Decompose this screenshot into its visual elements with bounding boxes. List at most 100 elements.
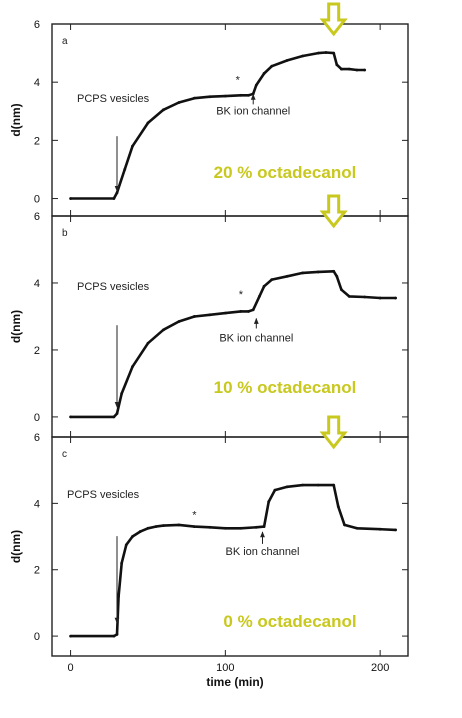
data-point	[254, 83, 258, 87]
data-point	[378, 527, 382, 531]
y-axis-title: d(nm)	[9, 310, 23, 343]
data-point	[335, 274, 339, 278]
data-point	[262, 284, 266, 288]
y-tick-label: 6	[34, 19, 40, 31]
data-point	[177, 320, 181, 323]
annotation-label: PCPS vesicles	[77, 281, 150, 293]
plot-frame	[51, 23, 409, 217]
data-point	[146, 121, 150, 125]
data-point	[208, 313, 212, 317]
octadecanol-label: 0 % octadecanol	[223, 612, 356, 631]
y-tick-label: 2	[34, 135, 40, 147]
down-arrow-icon	[319, 2, 348, 37]
data-point	[355, 68, 359, 72]
panel-letter: b	[62, 228, 68, 239]
octadecanol-label: 20 % octadecanol	[214, 163, 357, 182]
asterisk-mark: *	[239, 289, 244, 301]
data-point	[223, 526, 227, 530]
y-tick-label: 6	[34, 211, 40, 223]
data-point	[162, 328, 165, 332]
data-point	[363, 68, 367, 72]
y-tick-label: 2	[34, 565, 40, 577]
y-tick-label: 4	[34, 498, 40, 510]
annotation-label: BK ion channel	[216, 105, 290, 117]
x-tick-label: 200	[371, 662, 389, 674]
data-point	[162, 108, 165, 112]
data-point	[316, 51, 320, 55]
data-point	[343, 523, 346, 527]
data-point	[332, 483, 336, 487]
data-point	[332, 51, 336, 55]
down-arrow-icon	[319, 415, 348, 450]
data-point	[123, 168, 127, 171]
data-point	[285, 274, 289, 278]
data-point	[112, 634, 116, 638]
data-point	[301, 483, 305, 487]
data-point	[112, 415, 116, 419]
data-point	[247, 310, 250, 313]
data-point	[270, 64, 274, 68]
data-point	[355, 526, 359, 530]
data-point	[177, 101, 181, 104]
data-point	[115, 191, 119, 195]
y-tick-label: 2	[34, 345, 40, 357]
y-tick-label: 0	[34, 412, 40, 424]
data-point	[270, 278, 274, 282]
down-arrow-icon	[319, 194, 348, 229]
data-point	[69, 197, 72, 200]
y-tick-label: 6	[34, 432, 40, 444]
data-point	[324, 51, 328, 54]
annotation-label: BK ion channel	[219, 332, 293, 344]
data-point	[208, 525, 212, 529]
panel-letter: c	[62, 449, 67, 460]
data-point	[262, 72, 266, 75]
data-point	[138, 530, 142, 533]
y-tick-label: 4	[34, 278, 40, 290]
data-point	[394, 528, 398, 532]
data-point	[316, 270, 320, 274]
plot-frame	[51, 436, 409, 657]
data-point	[394, 296, 398, 300]
data-point	[115, 633, 119, 636]
data-point	[154, 525, 158, 528]
data-point	[301, 54, 305, 58]
asterisk-mark: *	[192, 509, 197, 521]
data-point	[146, 526, 150, 530]
data-point	[378, 296, 382, 300]
data-point	[208, 95, 212, 99]
data-point	[254, 525, 258, 529]
data-point	[69, 634, 72, 638]
data-point	[316, 483, 320, 487]
data-point	[117, 594, 120, 598]
data-point	[193, 96, 196, 100]
asterisk-mark: *	[236, 75, 241, 87]
y-tick-label: 4	[34, 77, 40, 89]
data-point	[239, 310, 243, 313]
x-tick-label: 0	[68, 662, 74, 674]
data-point	[223, 94, 227, 98]
panel-b: b 0 2 4 6 d(nm) PCPS vesicles BK ion channel * 10…	[9, 194, 409, 438]
data-point	[262, 525, 266, 528]
data-point	[336, 505, 340, 509]
data-point	[193, 315, 196, 318]
data-point	[112, 197, 116, 200]
plot-frame	[51, 215, 409, 438]
data-point	[146, 341, 150, 345]
y-tick-label: 0	[34, 631, 40, 643]
data-point	[301, 271, 305, 275]
data-point	[131, 535, 134, 538]
data-point	[131, 144, 134, 148]
data-point	[115, 412, 119, 415]
x-tick-label: 100	[216, 662, 234, 674]
data-point	[162, 524, 165, 527]
panel-letter: a	[62, 36, 68, 47]
data-point	[347, 67, 351, 71]
panel-c: c 0 2 4 6 0 100 200 d(nm) time (min) PCPS vesicles…	[9, 415, 409, 689]
data-point	[273, 488, 277, 492]
panel-a: a 0 2 4 6 d(nm) PCPS vesicles BK ion channel * 20…	[9, 2, 409, 217]
data-point	[247, 93, 250, 97]
data-point	[340, 67, 343, 71]
data-point	[258, 294, 261, 298]
data-point	[223, 311, 227, 315]
